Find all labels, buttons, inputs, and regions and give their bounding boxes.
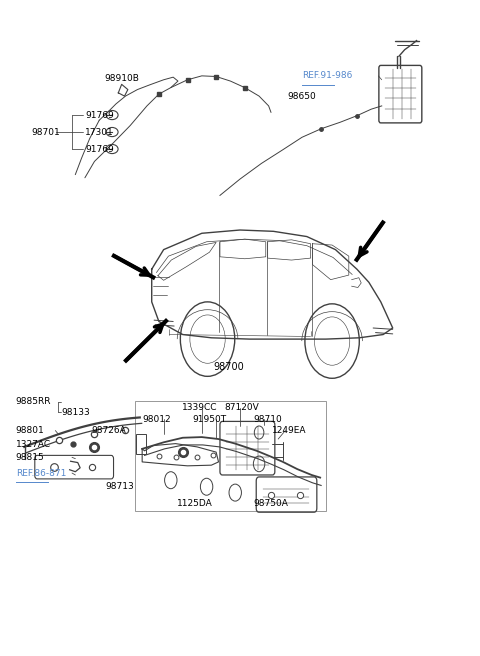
Text: 98726A: 98726A <box>91 426 126 435</box>
Text: 91769: 91769 <box>85 144 114 154</box>
Text: 1125DA: 1125DA <box>177 499 213 508</box>
Text: 91950T: 91950T <box>192 415 227 424</box>
Text: 98713: 98713 <box>106 482 134 491</box>
Text: 17301: 17301 <box>85 127 114 136</box>
Bar <box>136 434 146 454</box>
Text: 98801: 98801 <box>16 426 45 435</box>
Text: 91769: 91769 <box>85 111 114 119</box>
Text: 98650: 98650 <box>288 92 316 100</box>
Text: 98700: 98700 <box>214 362 244 372</box>
Text: 98133: 98133 <box>61 408 90 417</box>
Text: 87120V: 87120V <box>225 403 260 412</box>
Text: 1339CC: 1339CC <box>182 403 217 412</box>
Text: REF.86-871: REF.86-871 <box>16 468 66 478</box>
Text: 98910B: 98910B <box>104 74 139 83</box>
Bar <box>135 401 326 511</box>
Text: 98701: 98701 <box>31 127 60 136</box>
Text: 1327AC: 1327AC <box>16 440 51 449</box>
Text: 98012: 98012 <box>142 415 171 424</box>
Text: 98815: 98815 <box>16 453 45 462</box>
Text: 9885RR: 9885RR <box>16 398 51 406</box>
Text: 98750A: 98750A <box>253 499 288 508</box>
Text: 98710: 98710 <box>253 415 282 424</box>
Text: REF.91-986: REF.91-986 <box>302 72 352 80</box>
Text: 1249EA: 1249EA <box>272 426 306 435</box>
